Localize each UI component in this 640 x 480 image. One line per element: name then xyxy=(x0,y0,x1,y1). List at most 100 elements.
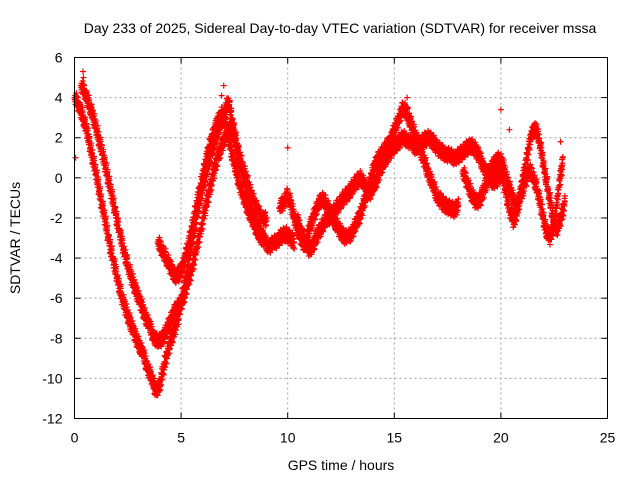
data-point-track-a xyxy=(88,140,95,147)
data-point-track-a xyxy=(262,209,269,216)
data-point-track-a xyxy=(263,222,270,229)
y-tick-label: -4 xyxy=(50,250,63,266)
data-point-track-a xyxy=(153,391,160,398)
data-point-track-b xyxy=(141,304,148,311)
y-tick-label: -2 xyxy=(50,210,63,226)
data-point-track-b xyxy=(86,96,93,103)
data-point-track-a xyxy=(98,191,105,198)
data-point-track-a xyxy=(129,318,136,325)
data-point-track-a xyxy=(108,247,115,254)
data-point-track-a xyxy=(253,197,260,204)
data-point-track-a xyxy=(229,116,236,123)
data-point-track-a xyxy=(79,108,86,115)
data-point-track-b xyxy=(104,166,111,173)
y-tick-label: -10 xyxy=(42,370,62,386)
y-tick-label: 0 xyxy=(55,170,63,186)
data-point-track-a xyxy=(226,97,233,104)
data-point-track-a xyxy=(102,213,109,220)
data-point-track-b xyxy=(149,323,156,330)
data-point-track-a xyxy=(209,150,216,157)
data-point-track-b xyxy=(119,240,126,247)
data-point-track-a xyxy=(82,117,89,124)
data-point-track-a xyxy=(247,181,254,188)
data-point-track-b xyxy=(110,199,117,206)
data-point-track-a xyxy=(228,108,235,115)
data-point-track-a xyxy=(138,339,145,346)
data-point-track-b xyxy=(112,204,119,211)
data-point-track-a xyxy=(124,306,131,313)
data-point-track-b xyxy=(97,138,104,145)
data-point-track-a xyxy=(101,207,108,214)
data-point-track-b xyxy=(130,274,137,281)
data-point-track-b xyxy=(122,246,129,253)
data-point-track-b xyxy=(135,287,142,294)
data-point-track-b xyxy=(91,110,98,117)
data-point-track-b xyxy=(100,146,107,153)
data-point-track-a xyxy=(157,381,164,388)
y-tick-label: 6 xyxy=(55,50,63,66)
data-point-track-b xyxy=(109,186,116,193)
data-point-track-a xyxy=(107,236,114,243)
data-point-track-a xyxy=(117,285,124,292)
data-point-track-a xyxy=(169,339,176,346)
data-point-track-a xyxy=(105,232,112,239)
data-point-track-b xyxy=(103,160,110,167)
data-point-track-b xyxy=(95,128,102,135)
data-point-track-b xyxy=(94,122,101,129)
data-point-track-b xyxy=(140,301,147,308)
data-points-layer xyxy=(71,68,568,399)
x-tick-label: 20 xyxy=(493,430,509,446)
data-point-track-a xyxy=(83,121,90,128)
data-point-track-a xyxy=(91,157,98,164)
data-point-track-b xyxy=(139,299,146,306)
x-tick-label: 15 xyxy=(387,430,403,446)
data-point-track-a xyxy=(97,183,104,190)
data-point-track-a xyxy=(123,304,130,311)
data-point-track-a xyxy=(92,162,99,169)
data-point-track-a xyxy=(147,364,154,371)
data-point-track-a xyxy=(85,125,92,132)
y-tick-label: 2 xyxy=(55,130,63,146)
y-tick-label: 4 xyxy=(55,90,63,106)
data-point-track-b xyxy=(115,219,122,226)
y-tick-label: -6 xyxy=(50,290,63,306)
data-point-track-a xyxy=(150,375,157,382)
data-point-track-a xyxy=(250,190,257,197)
data-point-track-b xyxy=(118,227,125,234)
data-point-track-b xyxy=(107,181,114,188)
data-point-track-a xyxy=(120,291,127,298)
data-point-track-b xyxy=(153,330,160,337)
x-tick-label: 5 xyxy=(177,430,185,446)
data-point-track-b xyxy=(127,261,134,268)
data-point-track-a xyxy=(114,272,121,279)
y-tick-label: -12 xyxy=(42,411,62,427)
data-point-track-a xyxy=(111,255,118,262)
data-point-track-b xyxy=(90,107,97,114)
data-point-track-a xyxy=(159,376,166,383)
data-point-track-a xyxy=(93,167,100,174)
data-point-track-a xyxy=(89,147,96,154)
data-point-track-a xyxy=(248,187,255,194)
data-point-track-b xyxy=(113,208,120,215)
data-point-track-a xyxy=(256,203,263,210)
data-point-track-b xyxy=(121,243,128,250)
data-point-track-a xyxy=(160,371,167,378)
data-point-track-a xyxy=(99,202,106,209)
grid-layer xyxy=(74,57,608,419)
x-tick-label: 0 xyxy=(71,430,79,446)
chart-title: Day 233 of 2025, Sidereal Day-to-day VTE… xyxy=(84,20,597,36)
data-point-track-b xyxy=(131,276,138,283)
data-point-track-a xyxy=(104,227,111,234)
data-point-track-a xyxy=(263,216,270,223)
data-point-track-b xyxy=(144,311,151,318)
y-tick-label: -8 xyxy=(50,330,63,346)
data-point-track-b xyxy=(124,255,131,262)
data-point-track-a xyxy=(141,350,148,357)
x-tick-label: 25 xyxy=(600,430,616,446)
data-point-track-a xyxy=(115,275,122,282)
data-point-track-a xyxy=(113,268,120,275)
data-point-track-b xyxy=(106,177,113,184)
data-point-track-b xyxy=(98,142,105,149)
